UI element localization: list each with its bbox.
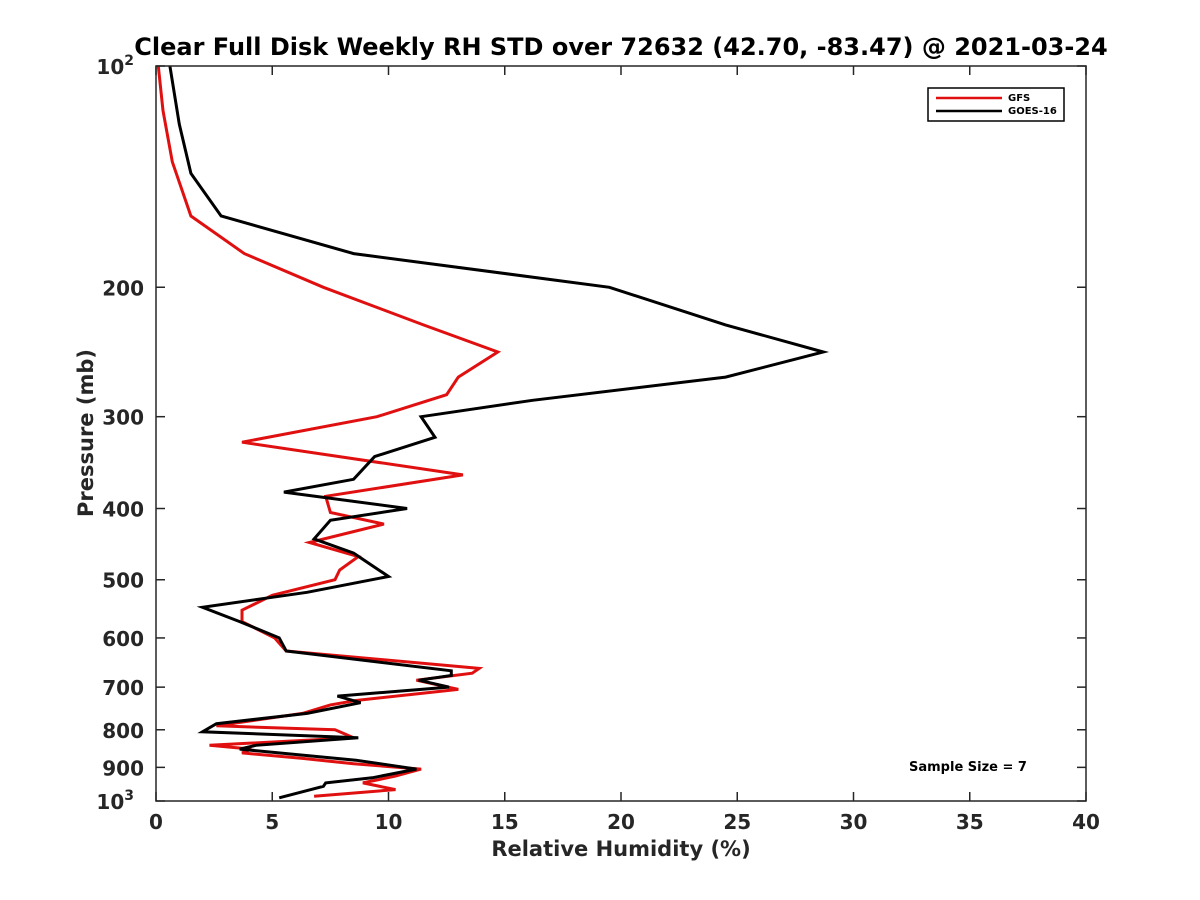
legend-label-goes16: GOES-16: [1008, 106, 1057, 117]
chart-title: Clear Full Disk Weekly RH STD over 72632…: [134, 33, 1107, 61]
x-tick-label: 0: [149, 810, 163, 834]
y-axis-ticks: 102 200 300 400 500 600 700 800 900 103: [96, 53, 1086, 814]
x-tick-label: 20: [607, 810, 635, 834]
y-tick-label: 200: [102, 276, 144, 300]
x-tick-label: 5: [265, 810, 279, 834]
legend-box: [927, 87, 1065, 122]
x-tick-label: 10: [375, 810, 403, 834]
y-tick-label: 800: [102, 719, 144, 743]
series-line-goes16: [168, 65, 830, 800]
x-tick-label: 40: [1072, 810, 1100, 834]
y-axis-label: Pressure (mb): [74, 349, 98, 517]
y-tick-label: 700: [102, 676, 144, 700]
y-tick-label: 400: [102, 498, 144, 522]
x-tick-label: 30: [840, 810, 868, 834]
y-tick-label: 900: [102, 756, 144, 780]
x-axis-label: Relative Humidity (%): [491, 837, 750, 861]
x-tick-label: 25: [723, 810, 751, 834]
y-tick-label: 500: [102, 569, 144, 593]
sample-size-annotation: Sample Size = 7: [909, 760, 1027, 775]
y-tick-label: 102: [96, 53, 134, 79]
y-tick-label: 103: [96, 788, 134, 814]
y-tick-label: 600: [102, 627, 144, 651]
series-layer: [156, 65, 830, 800]
y-tick-label: 300: [102, 406, 144, 430]
legend: GFS GOES-16: [927, 87, 1065, 122]
x-axis-ticks: 0 5 10 15 20 25 30 35 40: [149, 66, 1100, 834]
x-tick-label: 35: [956, 810, 984, 834]
x-tick-label: 15: [491, 810, 519, 834]
legend-label-gfs: GFS: [1008, 93, 1030, 104]
